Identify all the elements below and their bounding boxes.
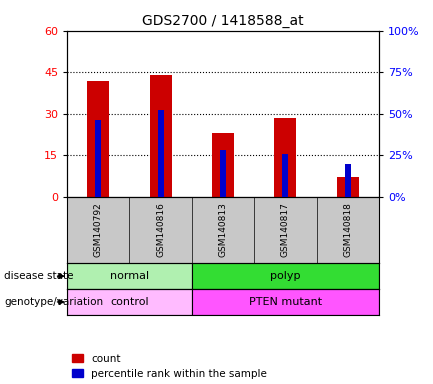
Bar [95,121,101,197]
Text: genotype/variation: genotype/variation [4,297,103,307]
Text: disease state: disease state [4,271,74,281]
Bar [345,164,351,197]
Legend: count, percentile rank within the sample: count, percentile rank within the sample [72,354,267,379]
Title: GDS2700 / 1418588_at: GDS2700 / 1418588_at [142,14,304,28]
Text: GSM140818: GSM140818 [343,203,352,257]
Text: PTEN mutant: PTEN mutant [249,297,322,307]
Bar [67,289,192,315]
Text: GSM140813: GSM140813 [219,203,227,257]
Bar [212,133,234,197]
Bar [158,111,164,197]
Bar [275,118,296,197]
Text: GSM140817: GSM140817 [281,203,290,257]
Text: control: control [110,297,149,307]
Bar [192,289,379,315]
Bar [150,75,171,197]
Text: GSM140816: GSM140816 [156,203,165,257]
Bar [220,150,226,197]
Bar [192,263,379,289]
Text: normal: normal [110,271,149,281]
Bar [337,177,359,197]
Bar [87,81,109,197]
Text: polyp: polyp [270,271,301,281]
Text: GSM140792: GSM140792 [94,203,103,257]
Bar [282,154,288,197]
Bar [67,263,192,289]
